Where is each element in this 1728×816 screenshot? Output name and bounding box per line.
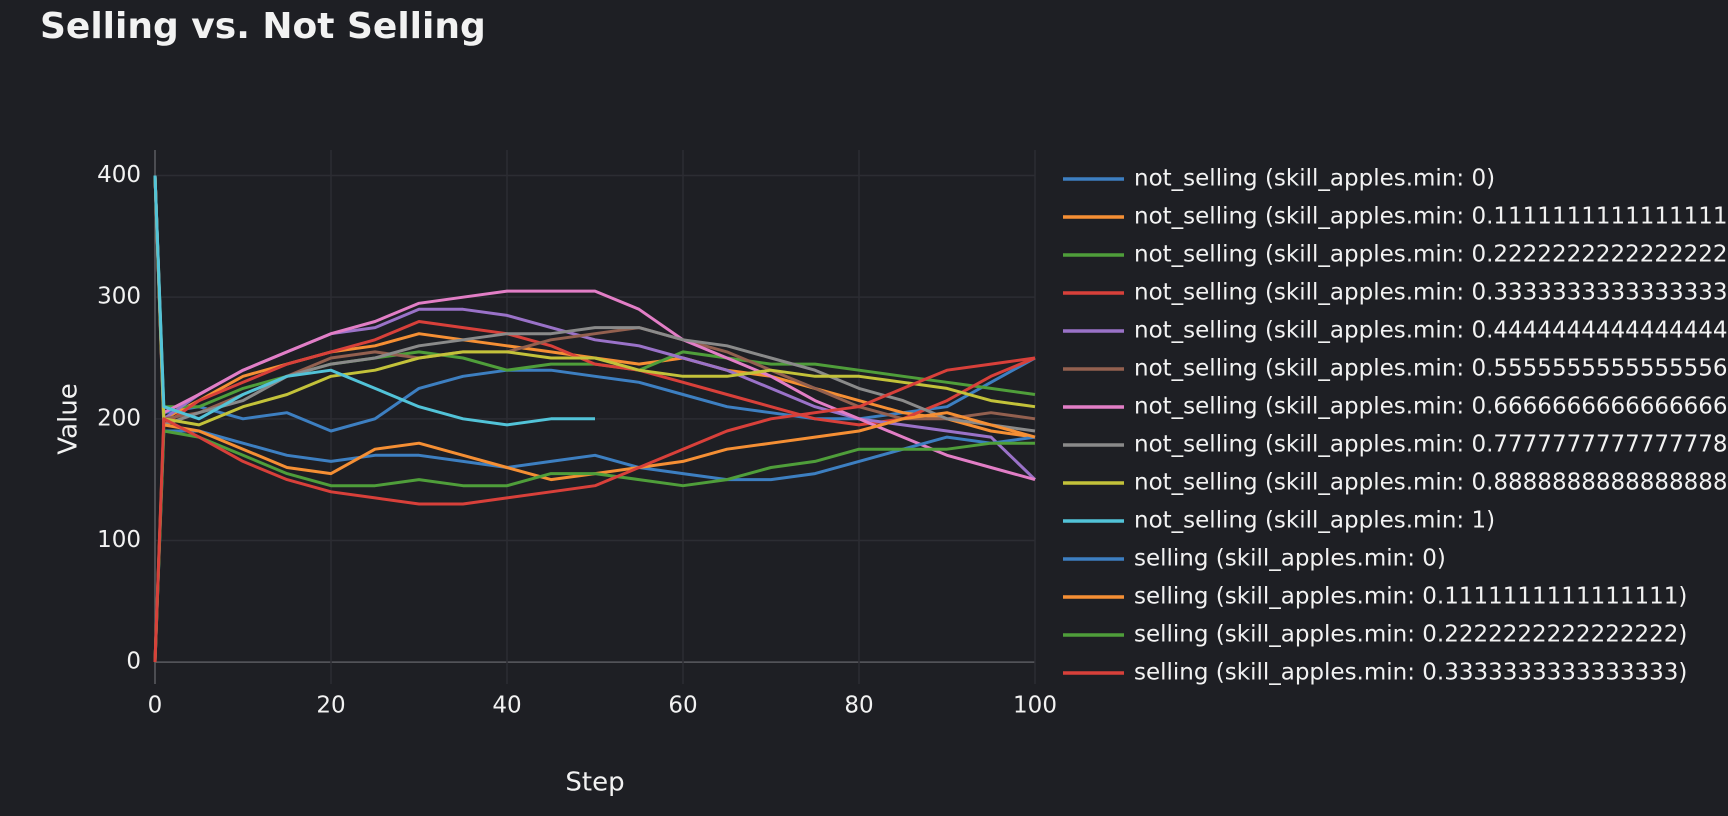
series-line <box>153 175 595 427</box>
y-tick-label: 200 <box>97 405 141 431</box>
series-line <box>153 429 1035 663</box>
legend-label: selling (skill_apples.min: 0) <box>1134 546 1446 572</box>
series-line <box>153 175 1036 433</box>
legend-label: not_selling (skill_apples.min: 1) <box>1134 508 1495 534</box>
y-tick-label: 300 <box>97 284 141 310</box>
series-line <box>153 175 1036 439</box>
y-tick-label: 400 <box>97 162 141 188</box>
legend-label: not_selling (skill_apples.min: 0.4444444… <box>1134 318 1728 344</box>
series-line <box>153 175 1036 433</box>
legend-label: not_selling (skill_apples.min: 0.1111111… <box>1134 204 1728 230</box>
series-line <box>153 175 1036 427</box>
series-line <box>153 175 1036 482</box>
x-tick-label: 60 <box>668 693 697 719</box>
legend-label: selling (skill_apples.min: 0.22222222222… <box>1134 622 1687 648</box>
x-axis-label: Step <box>565 768 624 798</box>
x-tick-label: 80 <box>844 693 873 719</box>
legend-label: not_selling (skill_apples.min: 0.2222222… <box>1134 242 1728 268</box>
x-tick-label: 0 <box>148 693 163 719</box>
legend-label: not_selling (skill_apples.min: 0) <box>1134 166 1495 192</box>
x-tick-label: 20 <box>316 693 345 719</box>
legend-label: not_selling (skill_apples.min: 0.7777777… <box>1134 432 1728 458</box>
legend-label: not_selling (skill_apples.min: 0.8888888… <box>1134 470 1728 496</box>
series-line <box>153 175 1036 409</box>
x-tick-label: 40 <box>492 693 521 719</box>
legend-label: not_selling (skill_apples.min: 0.5555555… <box>1134 356 1728 382</box>
series-line <box>153 429 1036 663</box>
series-line <box>153 356 1036 663</box>
chart-title: Selling vs. Not Selling <box>40 6 486 47</box>
y-axis-label: Value <box>54 383 84 454</box>
y-tick-label: 100 <box>97 527 141 553</box>
legend-label: not_selling (skill_apples.min: 0.6666666… <box>1134 394 1728 420</box>
y-tick-label: 0 <box>126 649 141 675</box>
x-tick-label: 100 <box>1013 693 1057 719</box>
legend-label: selling (skill_apples.min: 0.33333333333… <box>1134 660 1687 686</box>
legend-label: selling (skill_apples.min: 0.11111111111… <box>1134 584 1687 610</box>
legend-label: not_selling (skill_apples.min: 0.3333333… <box>1134 280 1728 306</box>
series-line <box>153 411 1036 663</box>
